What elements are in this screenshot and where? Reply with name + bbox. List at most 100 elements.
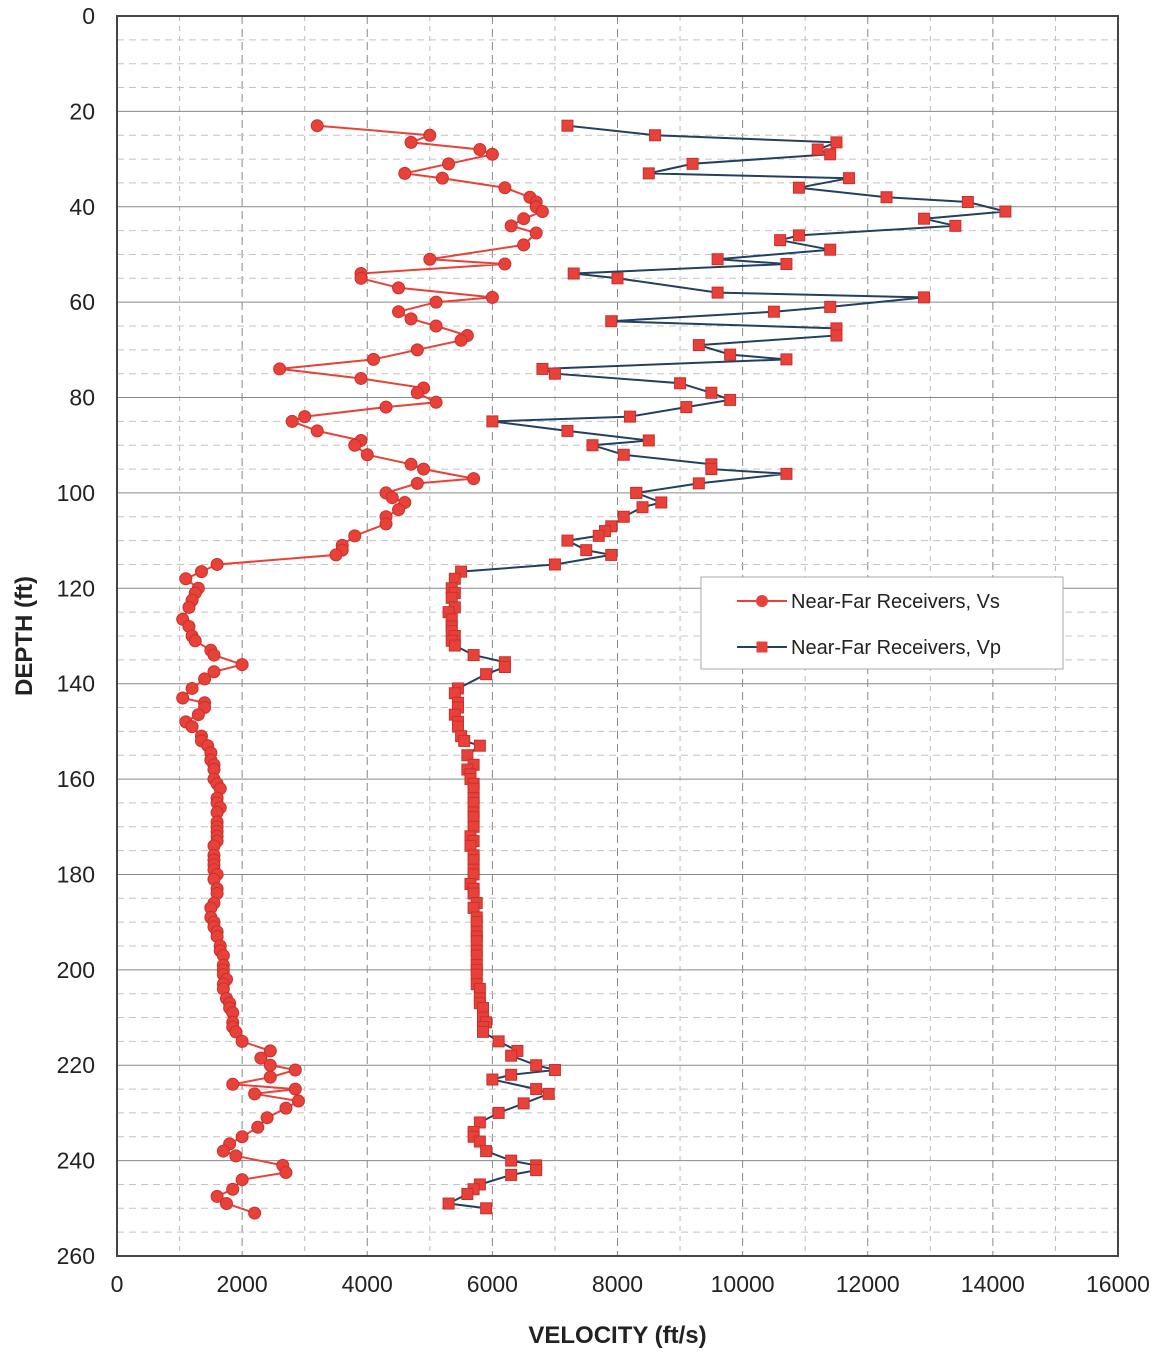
data-point [505, 1049, 518, 1062]
data-point [423, 128, 437, 142]
data-point [918, 291, 931, 304]
data-point [492, 1035, 505, 1048]
x-tick-label: 14000 [961, 1271, 1025, 1297]
data-point [435, 171, 449, 185]
data-point [498, 181, 512, 195]
data-point [226, 1077, 240, 1091]
legend-marker [756, 641, 768, 653]
data-point [379, 517, 393, 531]
y-tick-label: 60 [69, 289, 95, 315]
series-1 [176, 119, 549, 1220]
data-point [392, 305, 406, 319]
data-point [279, 1166, 293, 1180]
data-point [207, 648, 221, 662]
data-point [354, 371, 368, 385]
y-tick-label: 260 [57, 1243, 95, 1269]
legend-label: Near-Far Receivers, Vs [791, 591, 1000, 613]
x-tick-label: 12000 [836, 1271, 900, 1297]
data-point [191, 708, 205, 722]
x-tick-label: 4000 [342, 1271, 393, 1297]
data-point [680, 401, 693, 414]
data-point [476, 1025, 489, 1038]
data-point [830, 136, 843, 149]
data-point [485, 290, 499, 304]
data-point [592, 529, 605, 542]
data-point [517, 212, 531, 226]
data-point [210, 1189, 224, 1203]
data-point [504, 219, 518, 233]
data-point [473, 739, 486, 752]
data-point [185, 720, 199, 734]
data-point [273, 362, 287, 376]
data-point [423, 252, 437, 266]
data-point [285, 414, 299, 428]
data-point [624, 410, 637, 423]
data-point [251, 1120, 265, 1134]
data-point [492, 1106, 505, 1119]
data-point [505, 1154, 518, 1167]
data-point [410, 476, 424, 490]
data-point [454, 333, 468, 347]
data-point [229, 1149, 243, 1163]
data-point [179, 572, 193, 586]
data-point [176, 691, 190, 705]
data-point [210, 557, 224, 571]
data-point [529, 226, 543, 240]
data-point [235, 1173, 249, 1187]
data-point [780, 467, 793, 480]
y-tick-label: 20 [69, 98, 95, 124]
data-point [429, 395, 443, 409]
data-point [792, 181, 805, 194]
data-point [517, 1097, 530, 1110]
data-point [842, 172, 855, 185]
data-point [548, 1064, 561, 1076]
data-point [467, 649, 480, 662]
data-point [404, 312, 418, 326]
data-point [567, 267, 580, 280]
data-point [999, 205, 1012, 218]
data-point [480, 1145, 493, 1158]
data-point [561, 534, 574, 547]
data-point [824, 243, 837, 256]
legend-items: Near-Far Receivers, Vs Near-Far Receivers… [737, 591, 1001, 659]
data-point [580, 544, 593, 557]
data-point [188, 634, 202, 648]
data-point [705, 463, 718, 476]
data-point [642, 434, 655, 447]
data-point [398, 166, 412, 180]
data-point [536, 362, 549, 375]
data-point [642, 167, 655, 180]
data-point [461, 1188, 474, 1200]
data-point [605, 548, 618, 561]
data-point [542, 1087, 555, 1100]
y-tick-label: 220 [57, 1052, 95, 1078]
data-point [486, 415, 499, 428]
data-point [248, 1087, 262, 1101]
data-point [548, 367, 561, 380]
data-point [561, 424, 574, 437]
data-point [367, 352, 381, 366]
x-tick-label: 16000 [1086, 1271, 1150, 1297]
data-point [291, 1094, 305, 1108]
x-tick-label: 8000 [592, 1271, 643, 1297]
data-point [442, 1197, 455, 1210]
data-point [248, 1206, 262, 1220]
data-point [263, 1070, 277, 1084]
data-point [505, 1168, 518, 1181]
data-point [692, 477, 705, 490]
data-point [254, 1051, 268, 1065]
data-point [455, 565, 468, 578]
legend: Near-Far Receivers, Vs Near-Far Receivers… [700, 576, 1064, 670]
data-point [530, 1059, 543, 1072]
y-tick-label: 200 [57, 957, 95, 983]
series-layer [176, 119, 1012, 1220]
data-point [235, 1130, 249, 1144]
data-point [348, 438, 362, 452]
data-point [392, 503, 406, 517]
data-point [263, 1044, 277, 1058]
data-point [674, 377, 687, 390]
y-tick-label: 240 [57, 1148, 95, 1174]
data-point [617, 510, 630, 523]
series-2 [442, 119, 1012, 1215]
